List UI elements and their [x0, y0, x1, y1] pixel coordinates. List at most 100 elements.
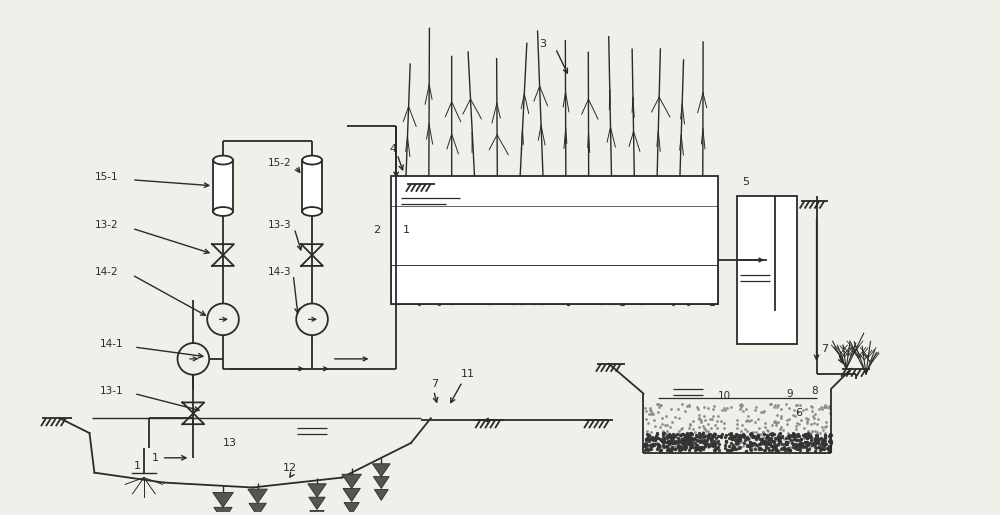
Point	[814, 443, 830, 452]
Point	[433, 293, 449, 301]
Point	[732, 433, 748, 441]
Point	[741, 434, 757, 442]
Point	[724, 443, 740, 452]
Point	[693, 418, 709, 426]
Point	[773, 405, 789, 413]
Point	[464, 267, 480, 275]
Point	[741, 441, 757, 450]
Point	[703, 234, 719, 243]
Point	[823, 431, 839, 439]
Point	[559, 277, 575, 285]
Point	[489, 290, 505, 298]
Point	[756, 437, 772, 445]
Point	[474, 288, 490, 296]
Point	[592, 213, 608, 221]
Point	[610, 247, 626, 255]
Point	[658, 430, 674, 438]
Point	[388, 274, 404, 282]
Point	[788, 436, 804, 444]
Point	[818, 403, 834, 411]
Point	[684, 434, 700, 442]
Point	[692, 431, 708, 439]
Point	[428, 297, 444, 305]
Point	[696, 265, 712, 273]
Point	[408, 292, 424, 300]
Point	[606, 264, 622, 272]
Point	[504, 222, 520, 231]
Point	[432, 236, 448, 245]
Point	[648, 289, 664, 298]
Point	[753, 445, 769, 454]
Point	[778, 438, 794, 446]
Point	[440, 261, 456, 269]
Point	[593, 285, 609, 294]
Point	[680, 438, 696, 447]
Point	[560, 236, 576, 245]
Point	[663, 442, 679, 450]
Point	[388, 282, 404, 290]
Point	[713, 432, 729, 440]
Point	[809, 420, 825, 428]
Point	[417, 288, 433, 296]
Point	[413, 256, 429, 264]
Point	[739, 416, 755, 424]
Point	[772, 434, 788, 442]
Point	[560, 300, 576, 308]
Point	[708, 434, 724, 442]
Point	[554, 237, 570, 245]
Point	[417, 239, 433, 247]
Point	[572, 270, 588, 279]
Point	[548, 212, 564, 220]
Point	[647, 290, 663, 299]
Point	[813, 403, 829, 411]
Point	[650, 440, 666, 449]
Point	[393, 250, 409, 258]
Point	[636, 298, 652, 306]
Point	[417, 281, 433, 289]
Point	[730, 444, 746, 452]
Point	[663, 436, 679, 444]
Point	[723, 446, 739, 454]
Point	[789, 445, 805, 453]
Point	[547, 210, 563, 218]
Point	[781, 404, 797, 412]
Point	[556, 284, 572, 292]
Point	[727, 436, 743, 444]
Point	[787, 413, 803, 421]
Point	[577, 274, 593, 283]
Point	[389, 232, 405, 241]
Point	[721, 434, 737, 442]
Point	[706, 432, 722, 440]
Point	[822, 442, 838, 451]
Point	[767, 417, 783, 425]
Point	[699, 258, 715, 266]
Point	[666, 432, 682, 440]
Point	[761, 435, 777, 443]
Point	[693, 233, 709, 242]
Point	[463, 209, 479, 217]
Point	[805, 439, 821, 448]
Point	[667, 261, 683, 269]
Point	[807, 427, 823, 435]
Point	[646, 441, 662, 450]
Point	[811, 435, 827, 443]
Point	[612, 290, 628, 298]
Point	[640, 253, 656, 261]
Point	[589, 216, 605, 224]
Point	[691, 296, 707, 304]
Point	[601, 273, 617, 281]
Point	[745, 433, 761, 441]
Point	[696, 202, 712, 211]
Point	[567, 297, 583, 305]
Point	[467, 263, 483, 271]
Point	[693, 277, 709, 285]
Point	[680, 283, 696, 291]
Point	[447, 293, 463, 301]
Point	[547, 250, 563, 258]
Point	[647, 434, 663, 442]
Point	[481, 269, 497, 278]
Point	[445, 247, 461, 255]
Point	[746, 439, 762, 447]
Point	[654, 420, 670, 428]
Point	[755, 427, 771, 436]
